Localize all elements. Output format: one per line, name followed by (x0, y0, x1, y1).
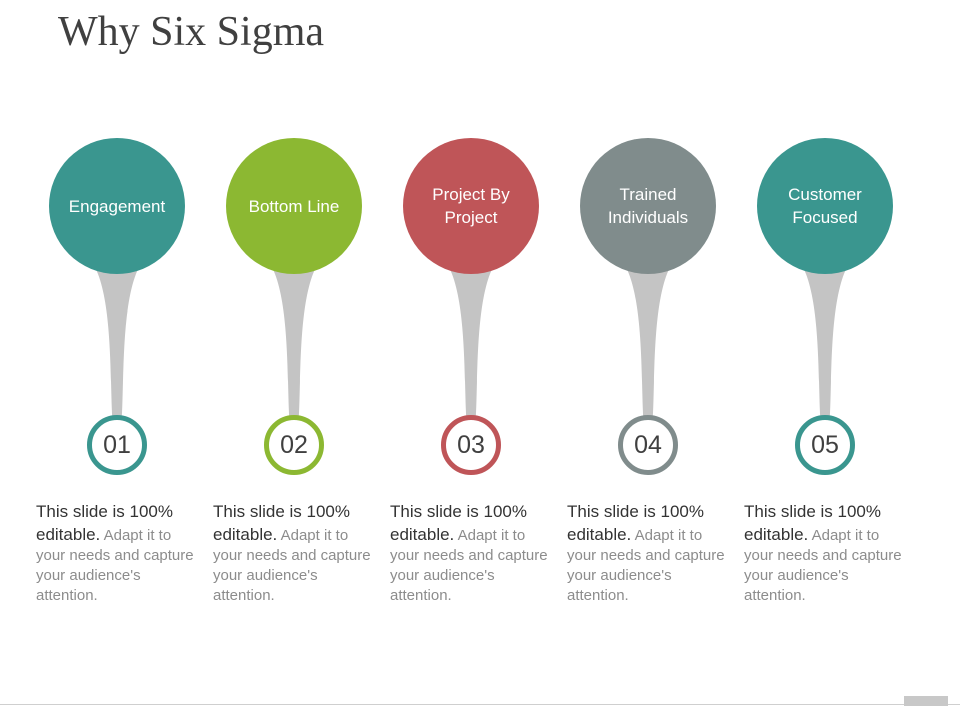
number-badge: 01 (87, 415, 147, 475)
description-lead: This slide is 100% editable. (390, 502, 528, 544)
stem-shape (620, 258, 676, 428)
number-label: 03 (457, 430, 485, 459)
description-lead: This slide is 100% editable. (567, 502, 705, 544)
description-body: Adapt it to your needs and capture your … (390, 527, 548, 604)
description: This slide is 100% editable. Adapt it to… (36, 500, 204, 606)
description: This slide is 100% editable. Adapt it to… (213, 500, 381, 606)
topic-circle: Customer Focused (757, 138, 893, 274)
stem-shape (89, 258, 145, 428)
number-badge: 03 (441, 415, 501, 475)
footer-divider (0, 704, 960, 705)
pin-stem (620, 258, 676, 428)
topic-circle: Project By Project (403, 138, 539, 274)
pin-stem (797, 258, 853, 428)
topic-circle: Engagement (49, 138, 185, 274)
pin-stem (266, 258, 322, 428)
number-label: 05 (811, 430, 839, 459)
description-lead: This slide is 100% editable. (744, 502, 882, 544)
pin-stem (89, 258, 145, 428)
number-label: 01 (103, 430, 131, 459)
stem-shape (266, 258, 322, 428)
pin-item-engagement: Engagement 01 This slide is 100% editabl… (27, 138, 207, 608)
pin-item-bottom-line: Bottom Line 02 This slide is 100% editab… (204, 138, 384, 608)
number-badge: 04 (618, 415, 678, 475)
topic-circle: Trained Individuals (580, 138, 716, 274)
footer-corner-block (904, 696, 948, 706)
number-label: 04 (634, 430, 662, 459)
topic-label: Engagement (68, 196, 166, 216)
description: This slide is 100% editable. Adapt it to… (567, 500, 735, 606)
description-lead: This slide is 100% editable. (213, 502, 351, 544)
pin-stem (443, 258, 499, 428)
topic-label: Trained Individuals (607, 185, 689, 227)
slide-title: Why Six Sigma (58, 9, 325, 55)
number-badge: 05 (795, 415, 855, 475)
topic-label: Customer Focused (788, 185, 862, 227)
description-lead: This slide is 100% editable. (36, 502, 174, 544)
topic-label: Bottom Line (248, 196, 340, 216)
description: This slide is 100% editable. Adapt it to… (390, 500, 558, 606)
stem-shape (797, 258, 853, 428)
topic-label: Project By Project (432, 185, 510, 227)
description-body: Adapt it to your needs and capture your … (744, 527, 902, 604)
description-body: Adapt it to your needs and capture your … (213, 527, 371, 604)
pin-item-project-by-project: Project By Project 03 This slide is 100%… (381, 138, 561, 608)
description-body: Adapt it to your needs and capture your … (36, 527, 194, 604)
description-body: Adapt it to your needs and capture your … (567, 527, 725, 604)
number-badge: 02 (264, 415, 324, 475)
number-label: 02 (280, 430, 308, 459)
topic-circle: Bottom Line (226, 138, 362, 274)
pin-item-customer-focused: Customer Focused 05 This slide is 100% e… (735, 138, 915, 608)
stem-shape (443, 258, 499, 428)
description: This slide is 100% editable. Adapt it to… (744, 500, 912, 606)
pin-item-trained-individuals: Trained Individuals 04 This slide is 100… (558, 138, 738, 608)
